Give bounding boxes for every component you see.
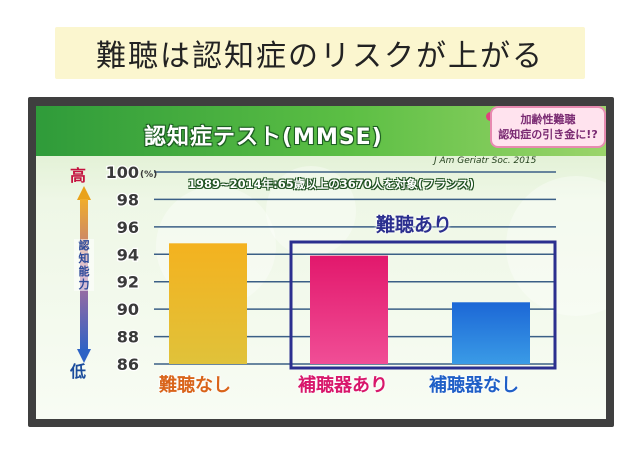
y-tick-label: 90 [117, 300, 139, 319]
axis-low-label: 低 [70, 362, 87, 381]
group-label: 難聴あり [376, 214, 453, 236]
y-tick-label: 86 [117, 355, 139, 374]
chart-subtitle: 1989~2014年:65歳以上の3670人を対象(フランス) [188, 177, 475, 191]
y-tick-label: 100 [106, 163, 139, 182]
headline: 難聴は認知症のリスクが上がる [55, 27, 585, 79]
category-label-3: 補聴器なし [429, 375, 519, 396]
callout-line-1: 加齢性難聴 [520, 113, 576, 126]
callout-box: 加齢性難聴 認知症の引き金に!? [490, 106, 606, 148]
arrow-up-icon [77, 186, 91, 200]
callout-line-2: 認知症の引き金に!? [498, 128, 598, 141]
y-axis-caption: 認知能力 [74, 239, 94, 291]
y-unit-label: (%) [140, 170, 157, 180]
category-label-2: 補聴器あり [298, 375, 388, 396]
y-tick-label: 98 [117, 190, 139, 209]
y-tick-label: 92 [117, 273, 139, 292]
chart-title: 認知症テスト(MMSE) [144, 125, 383, 150]
category-label-1: 難聴なし [159, 375, 231, 396]
bar-chart-svg: 86 88 90 92 94 96 98 100 (%) [104, 162, 557, 375]
axis-high-label: 高 [70, 166, 87, 185]
y-tick-label: 96 [117, 218, 139, 237]
arrow-down-icon [77, 349, 91, 363]
bar-1 [169, 243, 247, 364]
chart-panel: 認知症テスト(MMSE) 加齢性難聴 認知症の引き金に!? J Am Geria… [36, 106, 606, 419]
y-tick-label: 94 [117, 245, 139, 264]
bar-3 [452, 302, 530, 364]
group-bracket-box [289, 240, 557, 370]
source-citation: J Am Geriatr Soc. 2015 [434, 156, 537, 166]
y-tick-label: 88 [117, 328, 139, 347]
bar-2 [310, 255, 388, 364]
